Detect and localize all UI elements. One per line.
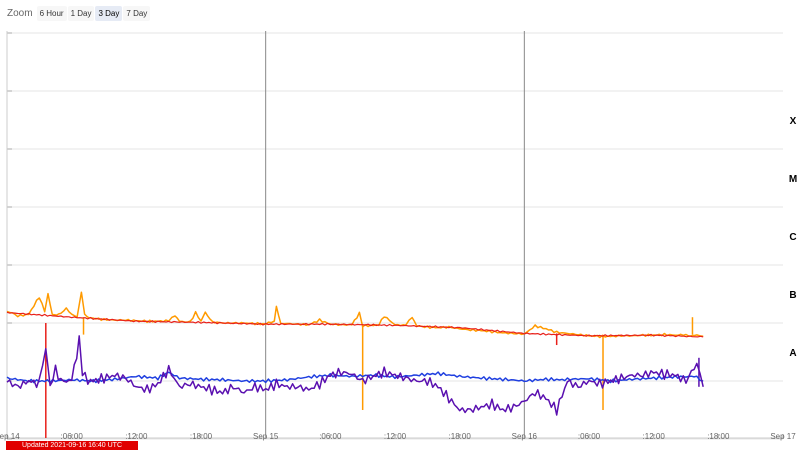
x-tick-label: :12:00 xyxy=(125,432,148,441)
series-line xyxy=(6,291,704,339)
x-tick-label: Sep 16 xyxy=(512,432,538,441)
zoom-3-day-button[interactable]: 3 Day xyxy=(95,5,123,21)
x-tick-label: :06:00 xyxy=(61,432,84,441)
x-tick-label: Sep 15 xyxy=(253,432,279,441)
flare-class-labels: A B C M X xyxy=(789,116,797,359)
updated-timestamp: Updated 2021-09-16 16:40 UTC xyxy=(20,441,125,450)
flare-class-label: B xyxy=(789,290,796,301)
series-line xyxy=(6,371,704,384)
x-tick-label: :12:00 xyxy=(643,432,666,441)
zoom-6-hour-button[interactable]: 6 Hour xyxy=(36,5,67,21)
zoom-7-day-button[interactable]: 7 Day xyxy=(123,5,151,21)
x-tick-label: :18:00 xyxy=(449,432,472,441)
flare-class-label: M xyxy=(789,174,797,185)
x-tick-label: :18:00 xyxy=(707,432,730,441)
flare-class-label: C xyxy=(789,232,796,243)
series-line xyxy=(6,311,704,338)
x-tick-label: Sep 14 xyxy=(0,432,20,441)
x-tick-label: :12:00 xyxy=(384,432,407,441)
status-marker-left xyxy=(6,441,20,450)
series-lines xyxy=(6,291,704,416)
zoom-bar: Zoom 6 Hour 1 Day 3 Day 7 Day xyxy=(7,5,151,21)
zoom-label: Zoom xyxy=(7,7,33,19)
status-marker-right xyxy=(124,441,139,450)
zoom-1-day-button[interactable]: 1 Day xyxy=(67,5,95,21)
x-tick-label: :06:00 xyxy=(578,432,601,441)
x-axis-ticks: Sep 14 :06:00 :12:00 :18:00 Sep 15 :06:00 :12:… xyxy=(0,432,796,441)
flare-class-label: A xyxy=(789,348,796,359)
series-line xyxy=(6,335,704,416)
x-tick-label: :18:00 xyxy=(190,432,213,441)
footer: Updated 2021-09-16 16:40 UTC xyxy=(6,441,139,450)
x-tick-label: Sep 17 xyxy=(770,432,796,441)
day-boundaries xyxy=(265,31,525,438)
x-tick-label: :06:00 xyxy=(319,432,342,441)
flare-class-label: X xyxy=(790,116,797,127)
